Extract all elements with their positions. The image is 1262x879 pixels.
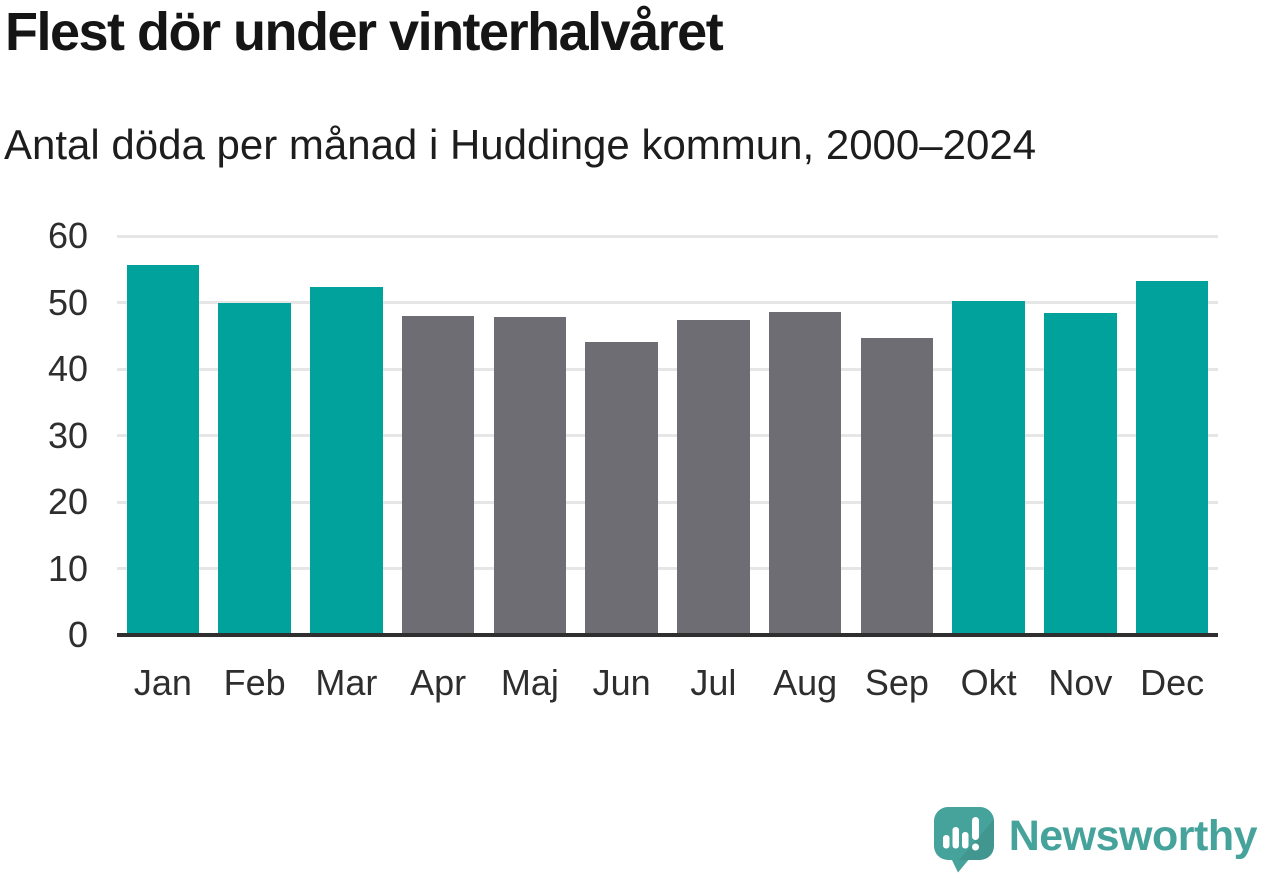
newsworthy-logo: Newsworthy [932,806,1258,873]
y-axis-tick-label: 40 [47,348,88,389]
x-axis-tick-label: Sep [864,662,929,703]
gridline-40 [117,367,1218,371]
bar-mar [310,287,383,635]
x-axis-tick-label: Nov [1048,662,1113,703]
bar-maj [493,317,567,635]
x-axis-tick-label: Jul [690,662,737,703]
y-axis-tick-label: 50 [47,281,88,323]
x-axis-tick-label: Dec [1140,662,1205,703]
x-axis-line [117,633,1218,637]
x-axis-tick-label: Feb [223,662,286,703]
x-axis-tick-label: Maj [500,662,559,703]
chart-subtitle: Antal döda per månad i Huddinge kommun, … [4,121,1037,168]
newsworthy-speech-bubble-chart-icon [933,807,994,873]
x-axis-tick-label: Jun [592,662,651,703]
x-axis-tick-label: Aug [773,662,838,703]
y-axis-tick-label: 60 [47,215,88,256]
x-axis-tick-label: Jan [133,662,192,703]
gridline-50 [117,301,1218,304]
chart-title: Flest dör under vinterhalvåret [5,2,724,62]
x-axis-tick-label: Okt [960,662,1017,703]
gridline-20 [117,500,1218,504]
bar-dec [1135,280,1209,635]
gridline-10 [117,567,1218,570]
y-axis-tick-label: 30 [47,414,88,456]
bar-jan [126,265,200,635]
bar-feb [218,303,291,635]
newsworthy-logo-text: Newsworthy [1008,812,1258,860]
bar-apr [401,316,475,635]
y-axis-tick-label: 20 [47,481,88,522]
bar-aug [768,312,842,635]
gridline-60 [117,234,1218,238]
gridline-30 [117,434,1218,437]
bar-sep [860,337,934,635]
bar-jul [677,320,750,635]
y-axis-tick-label: 10 [47,547,88,589]
bar-nov [1044,313,1117,635]
y-axis-tick-label: 0 [67,614,88,655]
bar-jun [585,341,658,635]
x-axis-tick-label: Apr [410,662,467,703]
x-axis-tick-label: Mar [315,662,378,703]
bar-okt [952,301,1025,635]
